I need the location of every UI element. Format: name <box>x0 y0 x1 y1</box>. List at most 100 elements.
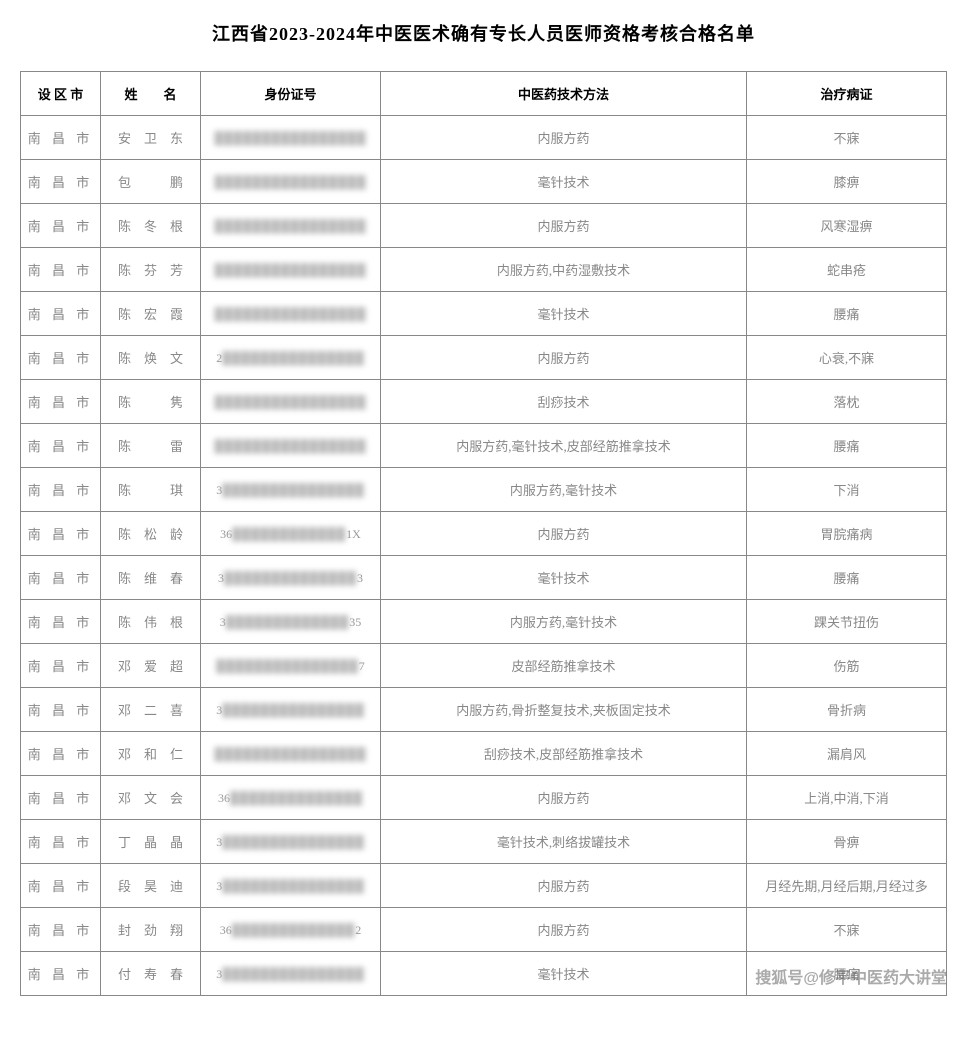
cell-city: 南 昌 市 <box>21 864 101 908</box>
cell-disease: 下消 <box>747 468 947 512</box>
cell-name: 段 昊 迪 <box>101 864 201 908</box>
cell-city: 南 昌 市 <box>21 556 101 600</box>
cell-disease: 踝关节扭伤 <box>747 600 947 644</box>
cell-id: 36██████████████ <box>201 776 381 820</box>
cell-name: 邓 二 喜 <box>101 688 201 732</box>
table-row: 南 昌 市陈 伟 根3█████████████35内服方药,毫针技术踝关节扭伤 <box>21 600 947 644</box>
cell-disease: 伤筋 <box>747 644 947 688</box>
cell-method: 内服方药,毫针技术,皮部经筋推拿技术 <box>381 424 747 468</box>
cell-disease: 上消,中消,下消 <box>747 776 947 820</box>
cell-city: 南 昌 市 <box>21 292 101 336</box>
table-row: 南 昌 市陈 冬 根████████████████内服方药风寒湿痹 <box>21 204 947 248</box>
table-row: 南 昌 市陈 宏 霞████████████████毫针技术腰痛 <box>21 292 947 336</box>
cell-disease: 胃脘痛病 <box>747 512 947 556</box>
cell-city: 南 昌 市 <box>21 380 101 424</box>
cell-disease: 不寐 <box>747 908 947 952</box>
table-row: 南 昌 市封 劲 翔36█████████████2内服方药不寐 <box>21 908 947 952</box>
cell-method: 内服方药 <box>381 336 747 380</box>
cell-method: 皮部经筋推拿技术 <box>381 644 747 688</box>
cell-name: 安 卫 东 <box>101 116 201 160</box>
cell-name: 邓 和 仁 <box>101 732 201 776</box>
cell-id: ████████████████ <box>201 116 381 160</box>
cell-city: 南 昌 市 <box>21 732 101 776</box>
cell-name: 陈 冬 根 <box>101 204 201 248</box>
cell-id: ████████████████ <box>201 424 381 468</box>
cell-name: 陈 伟 根 <box>101 600 201 644</box>
table-row: 南 昌 市邓 二 喜3███████████████内服方药,骨折整复技术,夹板… <box>21 688 947 732</box>
cell-name: 陈 维 春 <box>101 556 201 600</box>
cell-method: 内服方药,毫针技术 <box>381 600 747 644</box>
table-row: 南 昌 市陈 松 龄36████████████1X内服方药胃脘痛病 <box>21 512 947 556</box>
cell-city: 南 昌 市 <box>21 204 101 248</box>
cell-method: 内服方药 <box>381 116 747 160</box>
cell-name: 陈 雷 <box>101 424 201 468</box>
cell-method: 毫针技术 <box>381 952 747 996</box>
header-city: 设 区 市 <box>21 72 101 116</box>
cell-city: 南 昌 市 <box>21 952 101 996</box>
table-row: 南 昌 市邓 爱 超███████████████7皮部经筋推拿技术伤筋 <box>21 644 947 688</box>
cell-name: 陈 焕 文 <box>101 336 201 380</box>
table-row: 南 昌 市丁 晶 晶3███████████████毫针技术,刺络拔罐技术骨痹 <box>21 820 947 864</box>
cell-disease: 落枕 <box>747 380 947 424</box>
cell-method: 内服方药 <box>381 864 747 908</box>
cell-disease: 腰痛 <box>747 292 947 336</box>
cell-name: 包 鹏 <box>101 160 201 204</box>
table-row: 南 昌 市安 卫 东████████████████内服方药不寐 <box>21 116 947 160</box>
cell-method: 内服方药,中药湿敷技术 <box>381 248 747 292</box>
cell-city: 南 昌 市 <box>21 160 101 204</box>
cell-method: 内服方药,毫针技术 <box>381 468 747 512</box>
page-title: 江西省2023-2024年中医医术确有专长人员医师资格考核合格名单 <box>20 20 947 46</box>
cell-id: 3███████████████ <box>201 952 381 996</box>
cell-method: 内服方药 <box>381 512 747 556</box>
table-row: 南 昌 市陈 琪3███████████████内服方药,毫针技术下消 <box>21 468 947 512</box>
cell-name: 陈 隽 <box>101 380 201 424</box>
cell-id: ███████████████7 <box>201 644 381 688</box>
cell-id: 36█████████████2 <box>201 908 381 952</box>
cell-name: 邓 爱 超 <box>101 644 201 688</box>
cell-id: 3█████████████35 <box>201 600 381 644</box>
table-row: 南 昌 市邓 文 会36██████████████内服方药上消,中消,下消 <box>21 776 947 820</box>
cell-name: 封 劲 翔 <box>101 908 201 952</box>
cell-city: 南 昌 市 <box>21 600 101 644</box>
cell-disease: 腰痛 <box>747 424 947 468</box>
cell-city: 南 昌 市 <box>21 336 101 380</box>
cell-disease: 蛇串疮 <box>747 248 947 292</box>
cell-id: 3███████████████ <box>201 688 381 732</box>
cell-disease: 漏肩风 <box>747 732 947 776</box>
table-row: 南 昌 市陈 维 春3██████████████3毫针技术腰痛 <box>21 556 947 600</box>
cell-name: 丁 晶 晶 <box>101 820 201 864</box>
cell-name: 付 寿 春 <box>101 952 201 996</box>
cell-city: 南 昌 市 <box>21 116 101 160</box>
table-row: 南 昌 市包 鹏████████████████毫针技术膝痹 <box>21 160 947 204</box>
cell-method: 内服方药,骨折整复技术,夹板固定技术 <box>381 688 747 732</box>
cell-id: 3███████████████ <box>201 820 381 864</box>
cell-method: 刮痧技术 <box>381 380 747 424</box>
cell-name: 陈 松 龄 <box>101 512 201 556</box>
cell-city: 南 昌 市 <box>21 644 101 688</box>
cell-city: 南 昌 市 <box>21 820 101 864</box>
table-header-row: 设 区 市 姓 名 身份证号 中医药技术方法 治疗病证 <box>21 72 947 116</box>
table-row: 南 昌 市陈 焕 文2███████████████内服方药心衰,不寐 <box>21 336 947 380</box>
cell-city: 南 昌 市 <box>21 424 101 468</box>
cell-disease: 骨痹 <box>747 820 947 864</box>
cell-id: ████████████████ <box>201 380 381 424</box>
cell-id: ████████████████ <box>201 160 381 204</box>
cell-id: ████████████████ <box>201 292 381 336</box>
cell-method: 毫针技术 <box>381 160 747 204</box>
cell-method: 刮痧技术,皮部经筋推拿技术 <box>381 732 747 776</box>
cell-city: 南 昌 市 <box>21 776 101 820</box>
cell-city: 南 昌 市 <box>21 908 101 952</box>
cell-id: ████████████████ <box>201 732 381 776</box>
cell-disease: 风寒湿痹 <box>747 204 947 248</box>
cell-disease: 月经先期,月经后期,月经过多 <box>747 864 947 908</box>
table-row: 南 昌 市陈 隽████████████████刮痧技术落枕 <box>21 380 947 424</box>
cell-disease: 膝痹 <box>747 160 947 204</box>
cell-id: 2███████████████ <box>201 336 381 380</box>
cell-disease: 心衰,不寐 <box>747 336 947 380</box>
header-disease: 治疗病证 <box>747 72 947 116</box>
cell-name: 陈 芬 芳 <box>101 248 201 292</box>
cell-name: 陈 宏 霞 <box>101 292 201 336</box>
cell-city: 南 昌 市 <box>21 468 101 512</box>
table-row: 南 昌 市段 昊 迪3███████████████内服方药月经先期,月经后期,… <box>21 864 947 908</box>
cell-disease: 腰痛 <box>747 556 947 600</box>
